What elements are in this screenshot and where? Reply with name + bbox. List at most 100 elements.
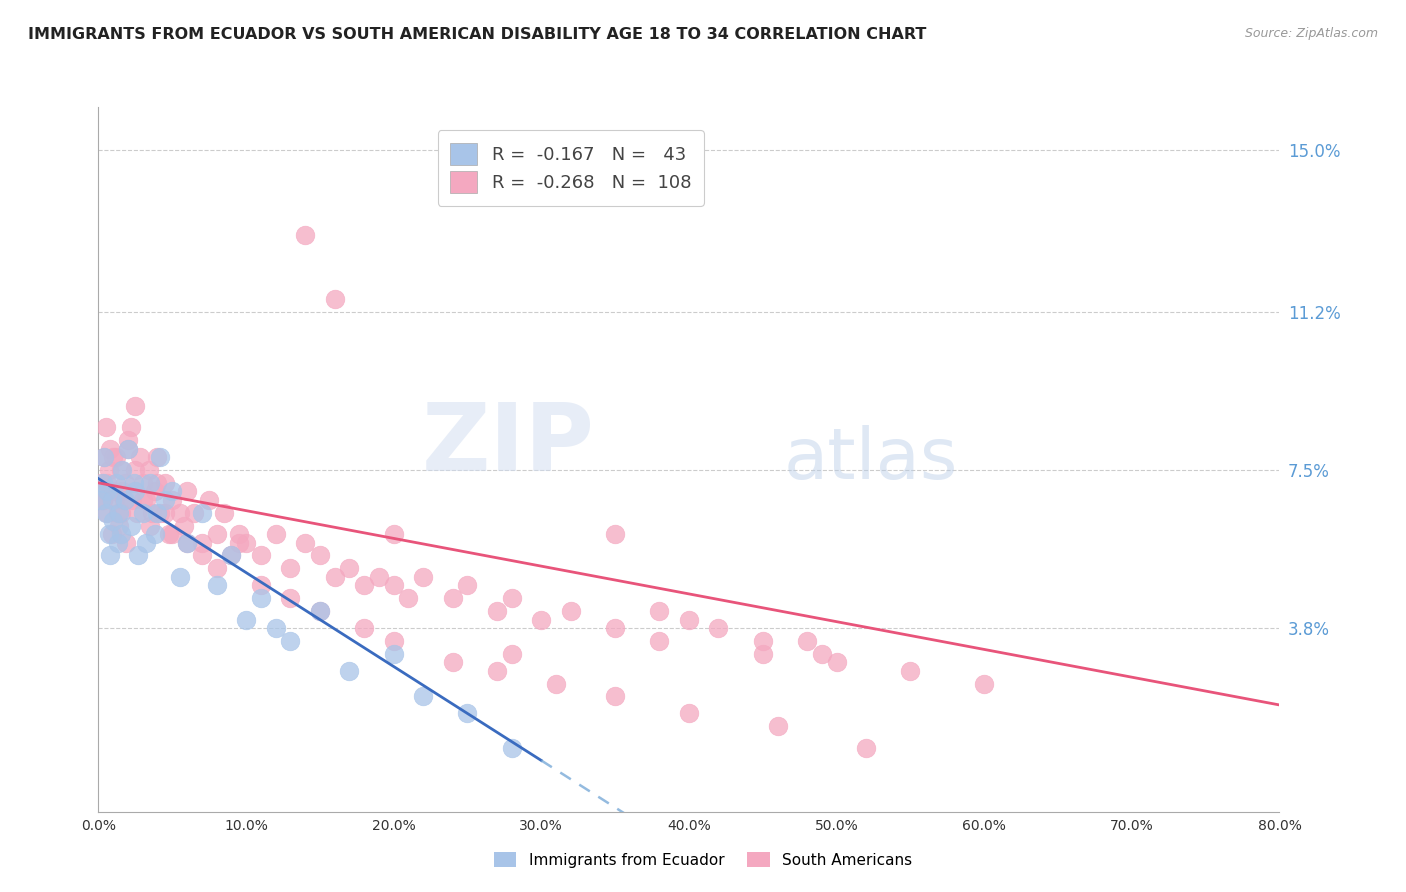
Point <box>141 506 163 520</box>
Point <box>973 676 995 690</box>
Point <box>198 492 221 507</box>
Point <box>153 492 176 507</box>
Point <box>98 549 121 563</box>
Point <box>796 633 818 648</box>
Point <box>339 561 361 575</box>
Point <box>353 578 375 592</box>
Point <box>382 527 405 541</box>
Point <box>153 475 176 490</box>
Text: Source: ZipAtlas.com: Source: ZipAtlas.com <box>1244 27 1378 40</box>
Legend: Immigrants from Ecuador, South Americans: Immigrants from Ecuador, South Americans <box>486 844 920 875</box>
Point <box>191 535 214 549</box>
Text: atlas: atlas <box>783 425 957 494</box>
Point <box>105 475 128 490</box>
Point <box>124 463 146 477</box>
Point <box>191 506 214 520</box>
Point <box>264 527 287 541</box>
Point <box>143 484 166 499</box>
Point <box>412 570 434 584</box>
Point <box>139 475 162 490</box>
Text: ZIP: ZIP <box>422 400 595 491</box>
Point <box>96 506 118 520</box>
Point <box>146 475 169 490</box>
Point <box>368 570 391 584</box>
Point <box>138 463 160 477</box>
Point <box>97 527 120 541</box>
Point <box>149 450 172 465</box>
Point <box>91 475 114 490</box>
Point <box>117 433 139 447</box>
Point <box>855 740 877 755</box>
Point <box>103 450 125 465</box>
Point <box>121 492 143 507</box>
Point <box>105 450 128 465</box>
Point <box>124 399 146 413</box>
Point <box>169 506 191 520</box>
Point <box>162 492 183 507</box>
Point <box>678 706 700 721</box>
Point <box>125 506 148 520</box>
Point <box>810 647 832 661</box>
Point <box>382 578 405 592</box>
Point <box>546 676 568 690</box>
Point <box>605 621 627 635</box>
Point <box>96 475 118 490</box>
Point <box>752 647 775 661</box>
Point <box>441 591 464 606</box>
Point <box>221 549 243 563</box>
Point <box>183 506 205 520</box>
Point <box>441 655 464 669</box>
Point <box>90 492 112 507</box>
Point <box>382 647 405 661</box>
Point <box>114 492 136 507</box>
Point <box>280 591 302 606</box>
Point <box>111 463 134 477</box>
Point <box>228 535 250 549</box>
Point <box>176 535 198 549</box>
Point <box>146 450 169 465</box>
Point <box>486 604 509 618</box>
Point <box>323 292 346 306</box>
Point <box>309 604 332 618</box>
Point <box>221 549 243 563</box>
Point <box>93 450 115 465</box>
Legend: R =  -0.167   N =   43, R =  -0.268   N =  108: R = -0.167 N = 43, R = -0.268 N = 108 <box>437 130 704 206</box>
Point <box>176 484 198 499</box>
Point <box>98 442 121 456</box>
Point <box>169 570 191 584</box>
Point <box>530 613 553 627</box>
Point <box>294 535 316 549</box>
Point <box>162 527 183 541</box>
Point <box>91 492 114 507</box>
Point <box>132 475 155 490</box>
Point <box>353 621 375 635</box>
Point <box>605 690 627 704</box>
Text: IMMIGRANTS FROM ECUADOR VS SOUTH AMERICAN DISABILITY AGE 18 TO 34 CORRELATION CH: IMMIGRANTS FROM ECUADOR VS SOUTH AMERICA… <box>28 27 927 42</box>
Point <box>90 475 112 490</box>
Point <box>110 463 132 477</box>
Point <box>100 527 122 541</box>
Point <box>173 518 195 533</box>
Point <box>900 664 922 678</box>
Point <box>707 621 730 635</box>
Point <box>457 578 479 592</box>
Point <box>501 647 523 661</box>
Point <box>323 570 346 584</box>
Point <box>107 535 129 549</box>
Point <box>412 690 434 704</box>
Point <box>205 578 228 592</box>
Point <box>398 591 420 606</box>
Point <box>766 719 789 733</box>
Point <box>752 633 775 648</box>
Point <box>339 664 361 678</box>
Point <box>108 518 131 533</box>
Point <box>191 549 214 563</box>
Point <box>146 506 169 520</box>
Point <box>135 492 157 507</box>
Point <box>309 604 332 618</box>
Point <box>114 475 136 490</box>
Point <box>91 492 114 507</box>
Point <box>176 535 198 549</box>
Point <box>264 621 287 635</box>
Point <box>678 613 700 627</box>
